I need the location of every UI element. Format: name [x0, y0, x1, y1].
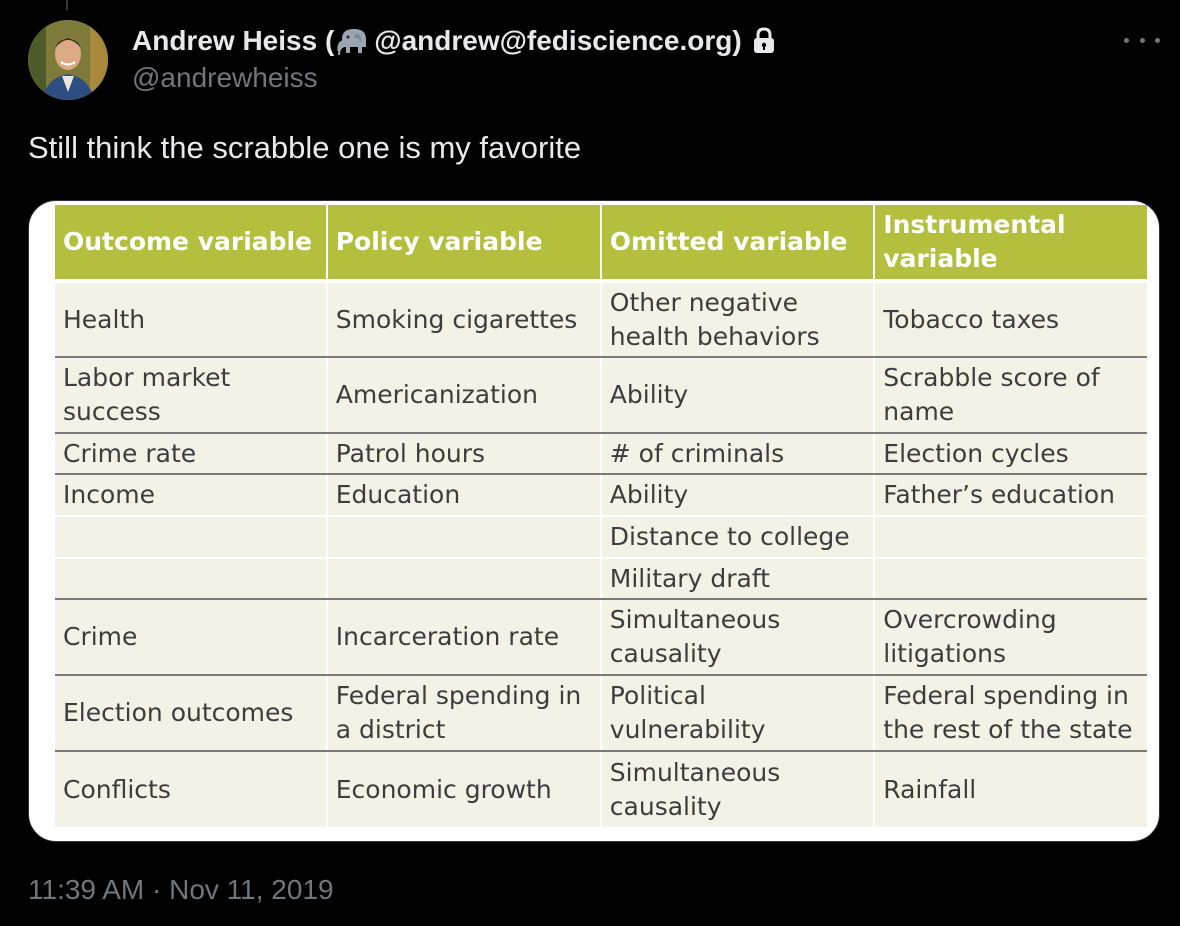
table-cell: Overcrowding litigations — [874, 599, 1147, 676]
table-cell: Patrol hours — [326, 433, 602, 475]
mastodon-elephant-icon — [336, 25, 372, 57]
tweet-timestamp[interactable]: 11:39 AM · Nov 11, 2019 — [28, 874, 334, 905]
table-header-cell: Omitted variable — [600, 205, 876, 279]
table-cell: Income — [55, 474, 328, 517]
table-cell: Simultaneous causality — [600, 751, 876, 827]
table-cell: Incarceration rate — [326, 599, 602, 676]
table-row: Conflicts Economic growth Simultaneous c… — [55, 751, 1147, 827]
author-name-prefix: Andrew Heiss ( — [132, 25, 335, 56]
table-row: Election outcomes Federal spending in a … — [55, 675, 1147, 752]
table-cell: Scrabble score of name — [874, 357, 1147, 434]
more-dot — [1139, 37, 1145, 43]
table-header-cell: Outcome variable — [55, 205, 328, 279]
table-cell: Simultaneous causality — [600, 599, 876, 676]
table-row: Income Education Ability Father’s educat… — [55, 474, 1147, 517]
lock-icon — [752, 27, 776, 55]
tweet-media-image[interactable]: Outcome variable Policy variable Omitted… — [28, 200, 1160, 842]
author-name-suffix: @andrew@fediscience.org) — [374, 25, 742, 56]
author-display-name[interactable]: Andrew Heiss ( @andrew@fediscience.org) — [132, 22, 776, 60]
table-cell: Federal spending in the rest of the stat… — [874, 675, 1147, 752]
table-cell: Father’s education — [874, 474, 1147, 517]
table-cell: Crime — [55, 599, 328, 676]
more-dot — [1124, 37, 1129, 43]
table-cell: Other negative health behaviors — [600, 283, 876, 358]
table-spacer-cell — [55, 279, 1147, 283]
table-cell: Election cycles — [874, 433, 1147, 475]
table-cell: Military draft — [600, 558, 876, 600]
table-cell — [326, 516, 602, 559]
table-cell: Smoking cigarettes — [326, 283, 602, 358]
table-row: Crime rate Patrol hours # of criminals E… — [55, 433, 1147, 475]
avatar[interactable] — [28, 20, 108, 100]
table-cell: Ability — [600, 474, 876, 517]
table-header-cell: Instrumental variable — [874, 205, 1147, 279]
thread-connector-line — [66, 0, 68, 10]
author-handle[interactable]: @andrewheiss — [132, 62, 318, 93]
more-dot — [1155, 37, 1160, 43]
table-cell: Americanization — [326, 357, 602, 434]
table-cell: Conflicts — [55, 751, 328, 827]
table-cell: Federal spending in a district — [326, 675, 602, 752]
table-cell: Political vulnerability — [600, 675, 876, 752]
table-cell: Election outcomes — [55, 675, 328, 752]
table-header-cell: Policy variable — [326, 205, 602, 279]
table-cell: Crime rate — [55, 433, 328, 475]
table-row: Distance to college — [55, 516, 1147, 559]
table-row: Military draft — [55, 558, 1147, 600]
table-cell: Tobacco taxes — [874, 283, 1147, 358]
avatar-photo-icon — [28, 20, 108, 100]
table-cell — [55, 558, 328, 600]
table-cell — [326, 558, 602, 600]
tweet-text: Still think the scrabble one is my favor… — [28, 130, 582, 165]
table-spacer — [55, 279, 1147, 283]
table-cell — [55, 516, 328, 559]
table-cell: Labor market success — [55, 357, 328, 434]
table-cell: Health — [55, 283, 328, 358]
table-cell: Ability — [600, 357, 876, 434]
table-cell: Rainfall — [874, 751, 1147, 827]
table-cell: Economic growth — [326, 751, 602, 827]
table-cell: Distance to college — [600, 516, 876, 559]
table-cell — [874, 558, 1147, 600]
table-row: Crime Incarceration rate Simultaneous ca… — [55, 599, 1147, 676]
more-horizontal-icon[interactable] — [1124, 28, 1160, 52]
table-row: Labor market success Americanization Abi… — [55, 357, 1147, 434]
table-header-row: Outcome variable Policy variable Omitted… — [55, 205, 1147, 279]
table-cell — [874, 516, 1147, 559]
table-cell: Education — [326, 474, 602, 517]
variables-table: Outcome variable Policy variable Omitted… — [55, 205, 1147, 827]
table-cell: # of criminals — [600, 433, 876, 475]
table-row: Health Smoking cigarettes Other negative… — [55, 283, 1147, 358]
